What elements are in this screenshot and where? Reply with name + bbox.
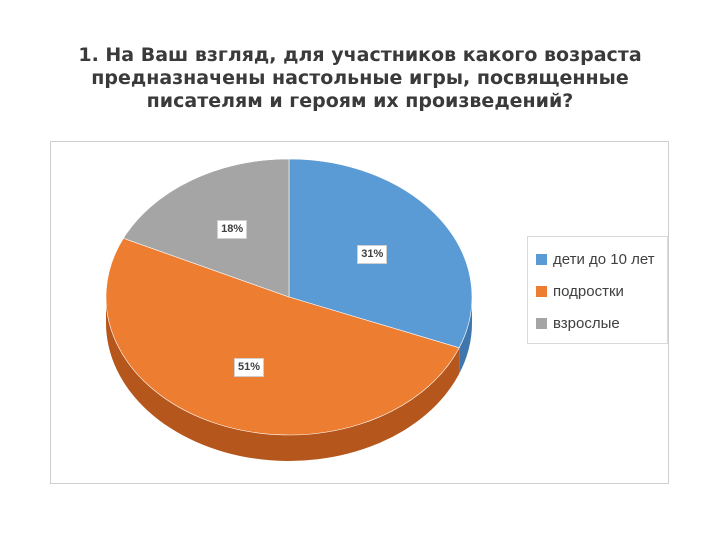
legend-swatch-teens — [536, 285, 547, 297]
data-label-teens: 51% — [234, 357, 265, 377]
legend-label-children: дети до 10 лет — [553, 250, 655, 268]
chart-title: 1. На Ваш взгляд, для участников какого … — [60, 44, 660, 113]
legend-swatch-children — [536, 253, 547, 265]
title-line-2: предназначены настольные игры, посвященн… — [91, 67, 629, 89]
legend-item-adults: взрослые — [536, 313, 620, 333]
slice-children-side — [459, 297, 472, 374]
legend-item-children: дети до 10 лет — [536, 249, 655, 269]
legend-swatch-adults — [536, 317, 547, 329]
slice-adults — [122, 158, 290, 298]
legend: дети до 10 лет подростки взрослые — [527, 236, 668, 344]
legend-label-adults: взрослые — [553, 314, 620, 332]
slice-teens — [105, 237, 460, 436]
title-line-3: писателям и героям их произведений? — [146, 90, 574, 112]
legend-item-teens: подростки — [536, 281, 624, 301]
legend-label-teens: подростки — [553, 282, 624, 300]
slice-teens-side — [105, 297, 460, 462]
data-label-adults: 18% — [217, 220, 248, 240]
data-label-children: 31% — [357, 245, 388, 265]
title-line-1: 1. На Ваш взгляд, для участников какого … — [78, 44, 642, 66]
